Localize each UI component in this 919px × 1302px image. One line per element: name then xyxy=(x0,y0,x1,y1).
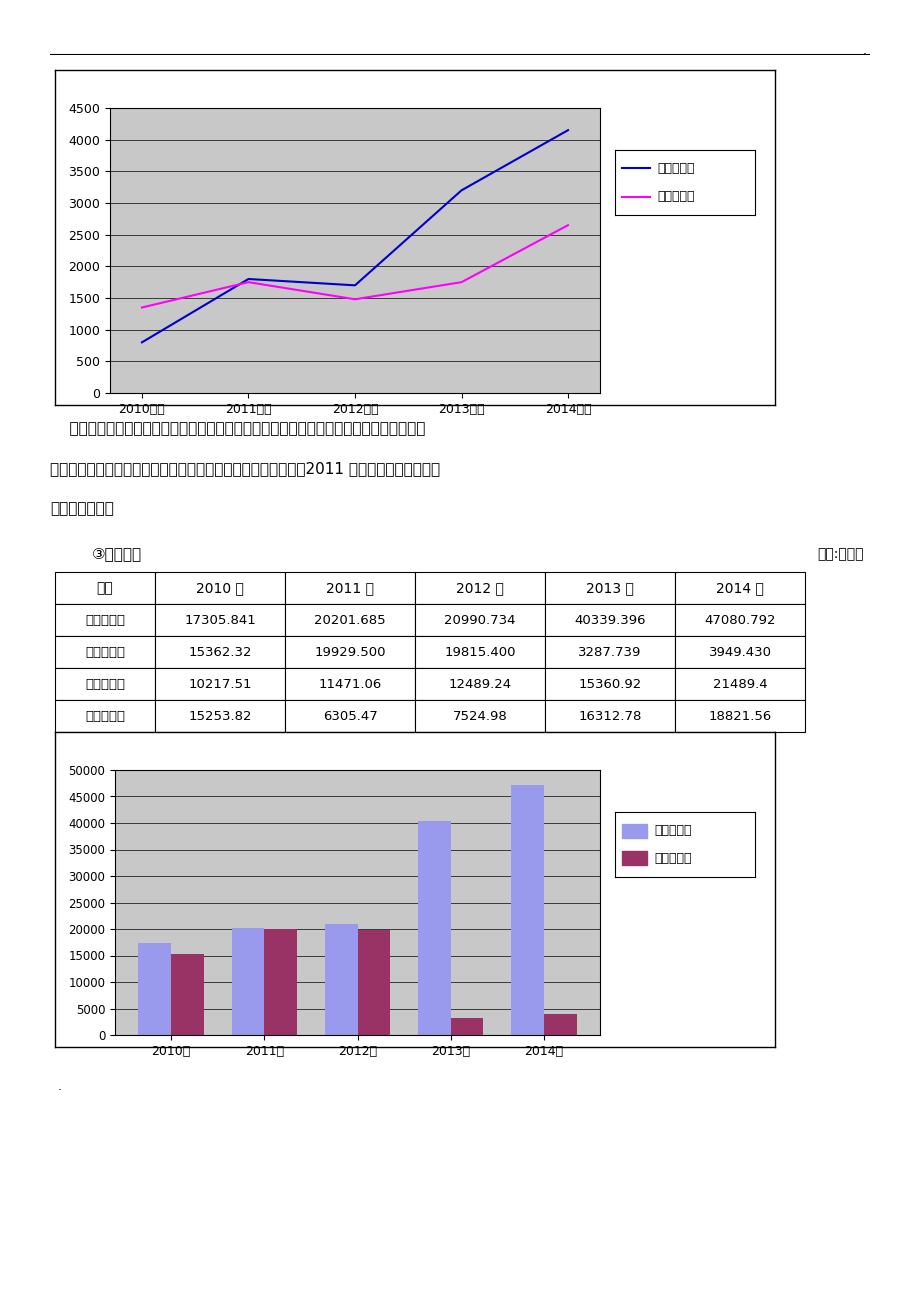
Bar xyxy=(285,604,414,635)
Bar xyxy=(414,635,544,668)
Bar xyxy=(675,700,804,732)
Bar xyxy=(544,572,675,604)
Text: 伊利总资产: 伊利总资产 xyxy=(653,852,691,865)
Bar xyxy=(285,572,414,604)
Bar xyxy=(544,668,675,700)
Text: 2011 年: 2011 年 xyxy=(325,581,374,595)
Text: ③财务状况: ③财务状况 xyxy=(91,547,142,561)
Bar xyxy=(264,930,297,1035)
Bar xyxy=(414,604,544,635)
Bar xyxy=(154,572,285,604)
Text: 项目: 项目 xyxy=(96,581,113,595)
Text: 伊利净资产: 伊利净资产 xyxy=(85,710,125,723)
Text: 2014 年: 2014 年 xyxy=(715,581,763,595)
Bar xyxy=(285,635,414,668)
Bar xyxy=(285,700,414,732)
Text: 15362.32: 15362.32 xyxy=(188,646,252,659)
Bar xyxy=(621,824,646,838)
Text: 15253.82: 15253.82 xyxy=(188,710,252,723)
Text: 蒙牛总资产: 蒙牛总资产 xyxy=(85,613,125,626)
Bar xyxy=(511,785,543,1035)
Text: 20201.685: 20201.685 xyxy=(314,613,385,626)
Text: 单位:百万元: 单位:百万元 xyxy=(816,547,862,561)
Text: 伊利净利润: 伊利净利润 xyxy=(656,161,694,174)
Text: 蒙牛总资产: 蒙牛总资产 xyxy=(653,824,691,837)
Bar xyxy=(55,700,154,732)
Bar xyxy=(414,700,544,732)
Text: 20990.734: 20990.734 xyxy=(444,613,516,626)
Text: 40339.396: 40339.396 xyxy=(573,613,645,626)
Text: 21489.4: 21489.4 xyxy=(712,677,766,690)
Bar xyxy=(450,1018,482,1035)
Bar xyxy=(417,822,450,1035)
Text: 伊利蒙牛净利润都有稳步的增长，特别是伊利的增速更加明显，2011 年反超蒙牛，重新成为: 伊利蒙牛净利润都有稳步的增长，特别是伊利的增速更加明显，2011 年反超蒙牛，重… xyxy=(50,461,439,477)
Bar xyxy=(544,635,675,668)
Text: 16312.78: 16312.78 xyxy=(578,710,641,723)
Bar xyxy=(621,852,646,866)
Bar xyxy=(232,928,264,1035)
Text: 18821.56: 18821.56 xyxy=(708,710,771,723)
Bar xyxy=(285,668,414,700)
Bar xyxy=(675,604,804,635)
Bar xyxy=(171,953,203,1035)
Text: 19929.500: 19929.500 xyxy=(314,646,385,659)
Bar xyxy=(543,1014,576,1035)
Text: 19815.400: 19815.400 xyxy=(444,646,516,659)
Text: 伊利总资产: 伊利总资产 xyxy=(85,646,125,659)
Text: 17305.841: 17305.841 xyxy=(184,613,255,626)
Text: 3949.430: 3949.430 xyxy=(708,646,771,659)
Bar xyxy=(55,668,154,700)
Text: 7524.98: 7524.98 xyxy=(452,710,506,723)
Text: 2010 年: 2010 年 xyxy=(196,581,244,595)
Bar xyxy=(414,572,544,604)
Bar xyxy=(357,930,390,1035)
Bar xyxy=(154,635,285,668)
Bar xyxy=(414,668,544,700)
Text: 15360.92: 15360.92 xyxy=(578,677,641,690)
Text: 2012 年: 2012 年 xyxy=(456,581,504,595)
Bar xyxy=(154,700,285,732)
Text: 行业的领头羊。: 行业的领头羊。 xyxy=(50,501,114,517)
Text: 2013 年: 2013 年 xyxy=(585,581,633,595)
Bar xyxy=(675,635,804,668)
Bar xyxy=(675,572,804,604)
Bar xyxy=(544,700,675,732)
Text: 12489.24: 12489.24 xyxy=(448,677,511,690)
Text: 11471.06: 11471.06 xyxy=(318,677,381,690)
Bar xyxy=(544,604,675,635)
Text: 利润是企业经营成果的体现，也反应一定的行业状况，从上表可以看出，在近五年以内，: 利润是企业经营成果的体现，也反应一定的行业状况，从上表可以看出，在近五年以内， xyxy=(50,421,425,436)
Bar xyxy=(154,668,285,700)
Text: 蒙牛净资产: 蒙牛净资产 xyxy=(85,677,125,690)
Text: 47080.792: 47080.792 xyxy=(703,613,775,626)
Bar xyxy=(154,604,285,635)
Text: .: . xyxy=(862,44,866,57)
Text: 蒙牛净利润: 蒙牛净利润 xyxy=(656,190,694,203)
Bar xyxy=(55,572,154,604)
Text: 10217.51: 10217.51 xyxy=(188,677,252,690)
Bar xyxy=(55,604,154,635)
Bar xyxy=(138,943,171,1035)
Text: 3287.739: 3287.739 xyxy=(578,646,641,659)
Text: .: . xyxy=(58,1081,62,1094)
Bar xyxy=(55,635,154,668)
Bar xyxy=(324,923,357,1035)
Bar xyxy=(675,668,804,700)
Text: 6305.47: 6305.47 xyxy=(323,710,377,723)
